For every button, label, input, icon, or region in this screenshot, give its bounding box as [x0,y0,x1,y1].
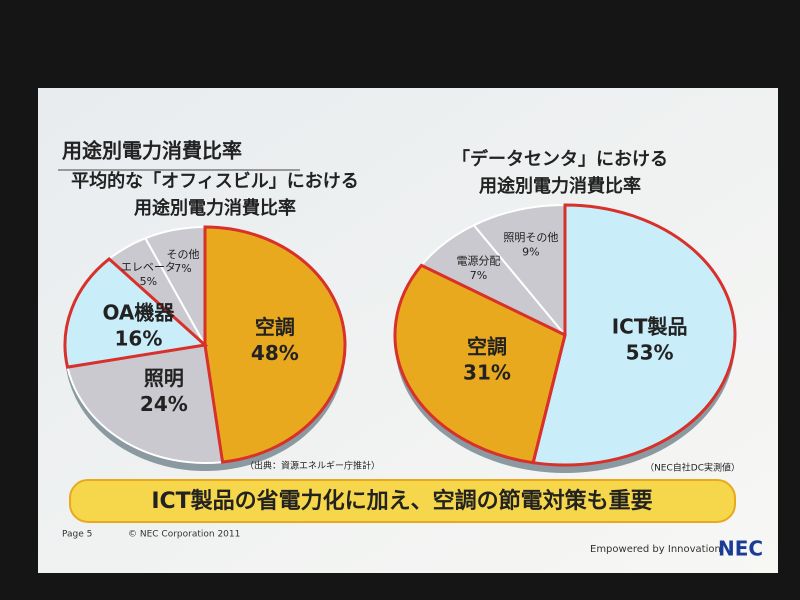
pie-title: 平均的な「オフィスビル」における [71,170,359,192]
slice-value-label: 53% [626,341,674,365]
slice-value-label: 9% [522,245,539,258]
slice-category: 照明 [144,366,184,390]
tagline: Empowered by Innovation [590,544,721,555]
slice-value-label: 31% [463,360,511,384]
slice-category: 空調 [255,315,295,339]
slice-value-label: 7% [174,262,191,275]
slice-value-label: 5% [140,275,157,288]
slice-category: 照明その他 [503,231,558,244]
slice-outline [63,257,209,369]
banner-box [69,479,736,523]
banner: ICT製品の省電力化に加え、空調の節電対策も重要 [151,488,652,514]
slice-category: OA機器 [102,300,175,324]
pie-slice [66,343,224,464]
slice-category: エレベータ [121,261,176,274]
pie-subtitle: 用途別電力消費比率 [134,197,296,219]
page-number: Page 5 [62,530,92,540]
source-note: （NEC自社DC実測値） [645,462,740,474]
slice-value-label: 48% [251,341,299,365]
slice-category: その他 [167,248,200,261]
slice-outline [393,263,567,465]
pie-subtitle: 用途別電力消費比率 [479,175,641,197]
slice-outline [203,225,347,464]
slice-outline [531,203,737,467]
slide-title: 用途別電力消費比率 [62,139,242,163]
pie-slice [472,203,566,338]
copyright: © NEC Corporation 2011 [128,530,240,540]
slice-category: 空調 [467,334,507,358]
slice-value-label: 7% [470,269,487,282]
slice-category: ICT製品 [612,315,688,339]
source-note: （出典：資源エネルギー庁推計） [245,460,380,472]
slice-category: 電源分配 [456,254,500,268]
slice-value-label: 16% [114,326,162,350]
logo: NEC [718,537,763,561]
slice-value-label: 24% [140,392,188,416]
pie-title: 「データセンタ」における [452,148,668,170]
